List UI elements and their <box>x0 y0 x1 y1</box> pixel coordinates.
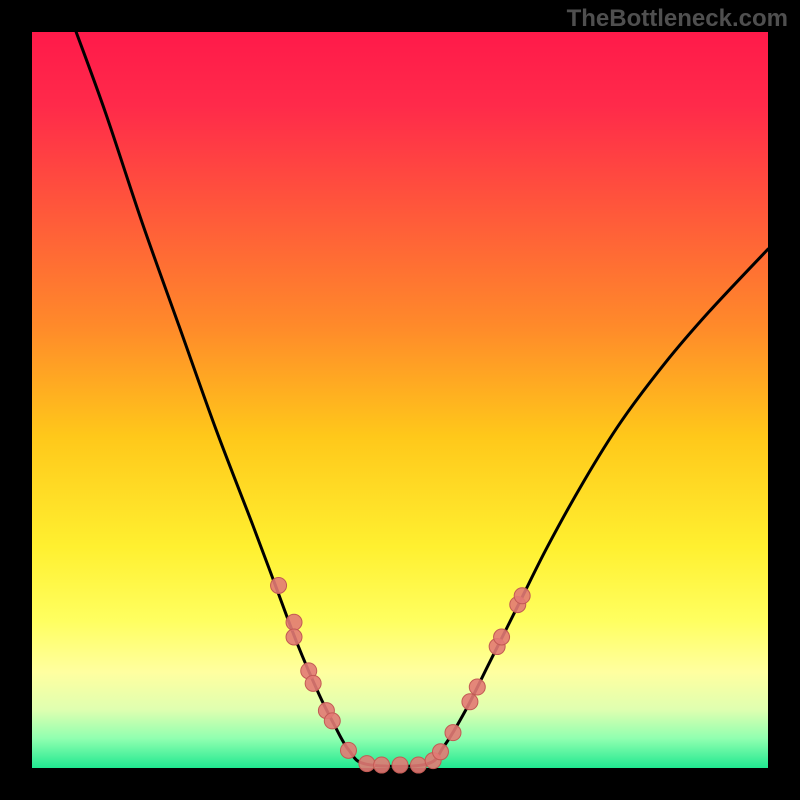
data-marker <box>340 742 356 758</box>
data-marker <box>392 757 408 773</box>
data-marker <box>462 694 478 710</box>
data-marker <box>410 757 426 773</box>
chart-svg <box>0 0 800 800</box>
plot-background <box>32 32 768 768</box>
data-marker <box>324 713 340 729</box>
data-marker <box>359 756 375 772</box>
data-marker <box>305 675 321 691</box>
chart-frame: TheBottleneck.com <box>0 0 800 800</box>
data-marker <box>469 679 485 695</box>
data-marker <box>286 629 302 645</box>
data-marker <box>514 588 530 604</box>
data-marker <box>374 757 390 773</box>
data-marker <box>271 577 287 593</box>
data-marker <box>445 725 461 741</box>
watermark-text: TheBottleneck.com <box>567 5 788 33</box>
data-marker <box>432 744 448 760</box>
data-marker <box>286 614 302 630</box>
data-marker <box>494 629 510 645</box>
